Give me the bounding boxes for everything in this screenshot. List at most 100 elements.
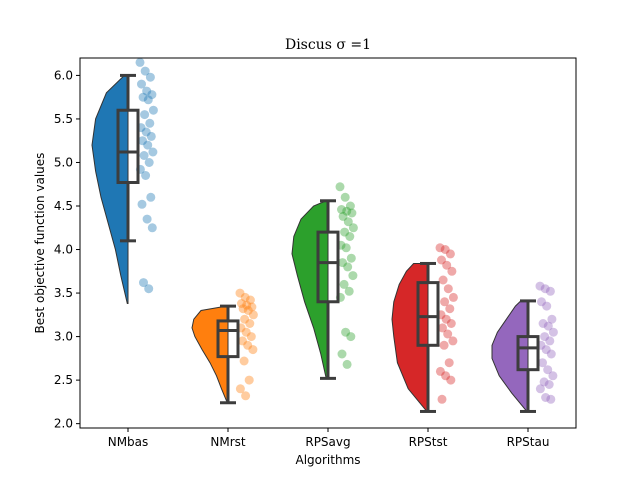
data-point bbox=[446, 375, 456, 385]
density-cloud bbox=[491, 300, 529, 412]
data-point bbox=[147, 223, 157, 233]
data-point bbox=[337, 349, 347, 359]
data-point bbox=[342, 206, 352, 216]
data-point bbox=[435, 366, 445, 376]
data-point bbox=[238, 304, 248, 314]
data-point bbox=[338, 258, 347, 268]
data-point bbox=[346, 253, 356, 263]
data-point bbox=[248, 310, 258, 320]
data-point bbox=[347, 208, 357, 218]
data-point bbox=[240, 292, 250, 302]
data-point bbox=[438, 323, 447, 333]
data-point bbox=[241, 391, 251, 401]
data-point bbox=[237, 299, 246, 308]
iqr-box bbox=[116, 108, 140, 184]
y-tick-label: 2.0 bbox=[54, 417, 73, 431]
data-point bbox=[439, 340, 449, 350]
data-point bbox=[145, 118, 155, 128]
data-point bbox=[246, 332, 256, 342]
y-tick-label: 2.5 bbox=[54, 373, 73, 387]
x-axis: NMbas NMrst RPSavg RPStst RPStau bbox=[108, 428, 550, 449]
data-point bbox=[441, 371, 451, 381]
data-point bbox=[144, 158, 154, 167]
data-point bbox=[448, 292, 458, 302]
data-point bbox=[235, 384, 245, 394]
data-point bbox=[241, 327, 251, 337]
data-point bbox=[547, 314, 557, 324]
chart-title: Discus σ =1 bbox=[285, 37, 371, 53]
data-point bbox=[545, 286, 555, 296]
data-point bbox=[441, 314, 451, 324]
data-point bbox=[543, 321, 553, 331]
y-axis: 2.0 2.5 3.0 3.5 4.0 4.5 5.0 5.5 6.0 bbox=[54, 68, 80, 431]
data-point bbox=[340, 192, 350, 202]
x-tick-label: NMrst bbox=[210, 435, 246, 449]
data-point bbox=[239, 356, 249, 366]
data-point bbox=[141, 127, 151, 137]
data-point bbox=[142, 214, 152, 224]
data-point bbox=[544, 380, 554, 389]
x-tick-label: RPStau bbox=[507, 435, 550, 449]
data-point bbox=[143, 140, 153, 150]
data-point bbox=[343, 217, 353, 227]
x-tick-label: RPStst bbox=[409, 435, 448, 449]
series-RPStau bbox=[491, 281, 558, 413]
data-point bbox=[448, 336, 458, 346]
y-tick-label: 5.5 bbox=[54, 112, 73, 126]
data-point bbox=[442, 260, 452, 270]
data-point bbox=[346, 332, 356, 342]
data-point bbox=[135, 57, 145, 67]
data-point bbox=[148, 105, 158, 115]
y-tick-label: 3.5 bbox=[54, 286, 73, 300]
data-point bbox=[344, 286, 354, 296]
data-point bbox=[140, 66, 150, 76]
data-point bbox=[338, 211, 348, 221]
data-point bbox=[147, 90, 157, 100]
data-point bbox=[142, 86, 152, 96]
y-axis-label: Best objective function values bbox=[33, 153, 47, 334]
iqr-box bbox=[416, 281, 440, 347]
data-point bbox=[445, 249, 455, 259]
data-point bbox=[245, 295, 255, 305]
data-point bbox=[341, 327, 351, 337]
data-point bbox=[337, 205, 346, 214]
data-point bbox=[139, 278, 148, 288]
data-point bbox=[144, 284, 154, 294]
data-point bbox=[446, 319, 456, 328]
data-point bbox=[339, 279, 349, 289]
data-point bbox=[243, 340, 253, 350]
data-point bbox=[248, 345, 258, 355]
x-tick-label: RPSavg bbox=[305, 435, 350, 449]
data-point bbox=[540, 332, 550, 342]
data-point bbox=[140, 110, 150, 120]
data-point bbox=[444, 358, 454, 368]
data-point bbox=[447, 266, 457, 276]
data-point bbox=[345, 232, 355, 241]
data-point bbox=[545, 336, 555, 346]
data-point bbox=[538, 319, 548, 328]
x-axis-label: Algorithms bbox=[295, 453, 360, 467]
data-point bbox=[243, 306, 253, 315]
data-point bbox=[141, 171, 151, 180]
plot-area bbox=[91, 57, 558, 413]
data-point bbox=[437, 255, 446, 265]
data-point bbox=[341, 243, 351, 253]
data-point bbox=[137, 199, 147, 209]
data-point bbox=[539, 377, 549, 387]
data-point bbox=[537, 297, 546, 307]
iqr-box bbox=[216, 319, 240, 359]
data-point bbox=[542, 301, 552, 311]
data-point bbox=[138, 136, 147, 146]
data-point bbox=[148, 147, 158, 157]
data-point bbox=[546, 349, 556, 359]
data-point bbox=[238, 336, 247, 346]
density-cloud bbox=[291, 200, 329, 379]
data-point bbox=[543, 365, 553, 375]
data-point bbox=[335, 182, 345, 192]
y-tick-label: 4.0 bbox=[54, 243, 73, 257]
data-point bbox=[546, 394, 556, 404]
data-point bbox=[343, 262, 353, 272]
x-tick-label: NMbas bbox=[108, 435, 149, 449]
series-RPStst bbox=[391, 243, 458, 413]
